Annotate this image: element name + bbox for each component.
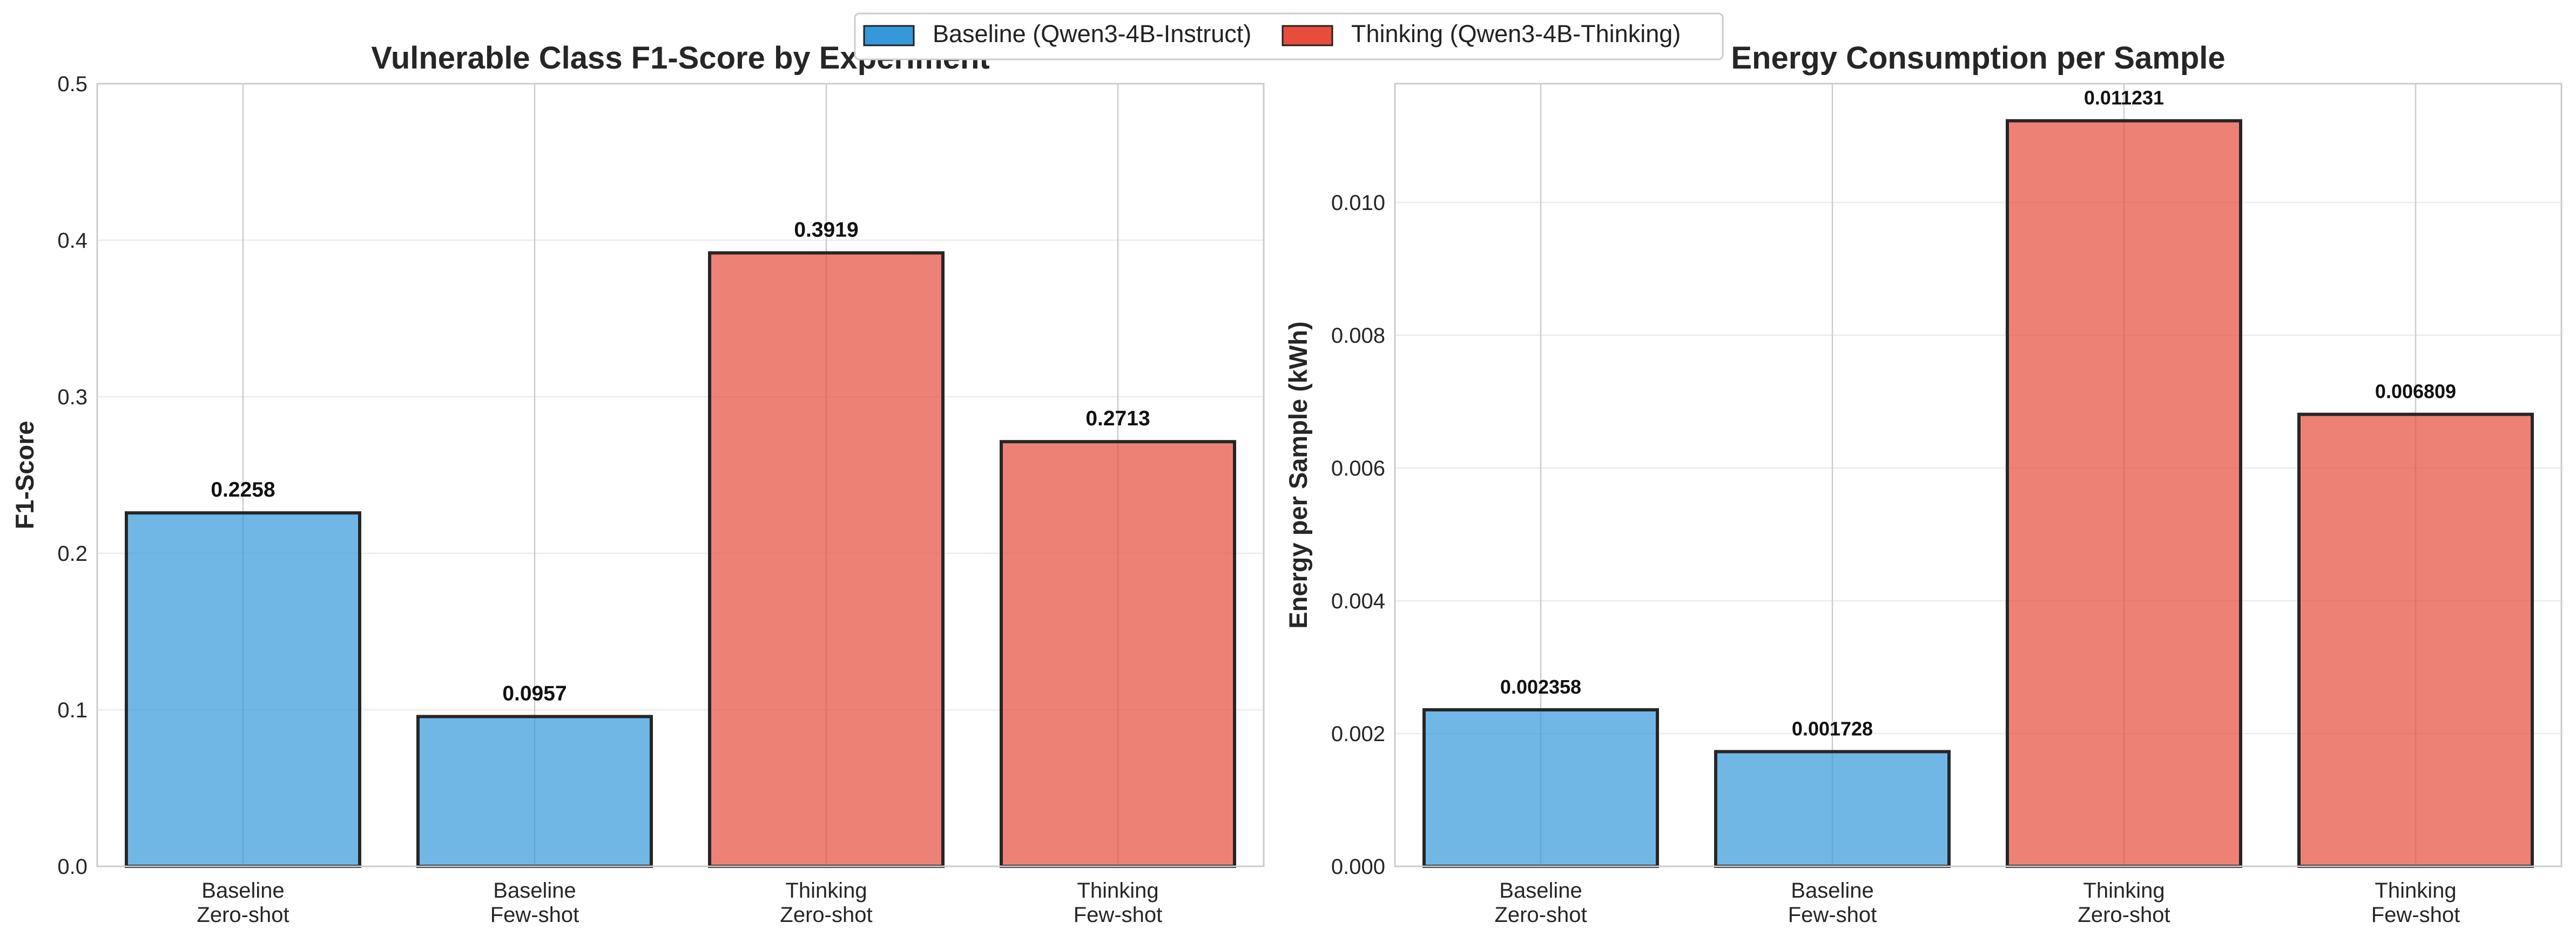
data-label: 0.006809 <box>2375 381 2456 403</box>
energy-panel: 0.000 0.002 0.004 0.006 0.008 0.010 0.002358 0.… <box>1284 40 2562 927</box>
y-axis-label: Energy per Sample (kWh) <box>1284 321 1312 628</box>
y-tick-label: 0.002 <box>1331 722 1385 746</box>
legend-swatch-thinking <box>1282 25 1333 46</box>
bar <box>2297 412 2534 868</box>
data-label: 0.3919 <box>794 218 858 241</box>
bar <box>708 251 945 868</box>
bar <box>2006 119 2242 869</box>
data-label: 0.001728 <box>1792 717 1873 740</box>
legend: Baseline (Qwen3-4B-Instruct) Thinking (Q… <box>854 12 1724 60</box>
y-tick-label: 0.1 <box>57 698 87 722</box>
y-tick-label: 0.004 <box>1331 589 1385 613</box>
bar <box>416 715 653 868</box>
x-tick-label: Thinking Few-shot <box>1074 879 1163 927</box>
legend-swatch-baseline <box>863 25 915 46</box>
y-tick-label: 0.006 <box>1331 457 1385 480</box>
x-tick-label: Baseline Few-shot <box>1788 879 1877 927</box>
y-tick-label: 0.010 <box>1331 191 1385 215</box>
plot-frame <box>96 83 1265 867</box>
data-label: 0.011231 <box>2084 87 2164 109</box>
plot-frame <box>1394 83 2562 867</box>
legend-label-thinking: Thinking (Qwen3-4B-Thinking) <box>1351 20 1681 48</box>
bar <box>125 511 361 868</box>
y-tick-label: 0.4 <box>57 229 87 253</box>
x-tick-label: Baseline Few-shot <box>490 879 579 927</box>
f1-score-panel: 0.0 0.1 0.2 0.3 0.4 0.5 0.2258 0.0957 0.3919 0.27… <box>10 40 1265 927</box>
legend-label-baseline: Baseline (Qwen3-4B-Instruct) <box>933 20 1251 48</box>
x-tick-label: Baseline Zero-shot <box>197 879 289 927</box>
y-axis-label: F1-Score <box>10 420 39 529</box>
data-label: 0.002358 <box>1500 676 1581 698</box>
y-tick-label: 0.000 <box>1331 855 1385 879</box>
chart-title: Energy Consumption per Sample <box>1731 40 2225 76</box>
y-tick-label: 0.3 <box>57 385 87 409</box>
x-tick-label: Thinking Zero-shot <box>780 879 872 927</box>
y-tick-label: 0.008 <box>1331 324 1385 348</box>
x-tick-label: Thinking Few-shot <box>2371 879 2460 927</box>
y-tick-label: 0.0 <box>57 855 87 879</box>
bar <box>1422 708 1659 868</box>
y-tick-label: 0.5 <box>57 72 87 96</box>
x-tick-label: Baseline Zero-shot <box>1494 879 1587 927</box>
bar <box>1714 750 1951 869</box>
y-tick-label: 0.2 <box>57 542 87 566</box>
data-label: 0.2713 <box>1085 407 1150 430</box>
x-tick-label: Thinking Zero-shot <box>2078 879 2170 927</box>
data-label: 0.2258 <box>211 478 275 501</box>
bar <box>1000 440 1236 868</box>
data-label: 0.0957 <box>502 682 567 705</box>
